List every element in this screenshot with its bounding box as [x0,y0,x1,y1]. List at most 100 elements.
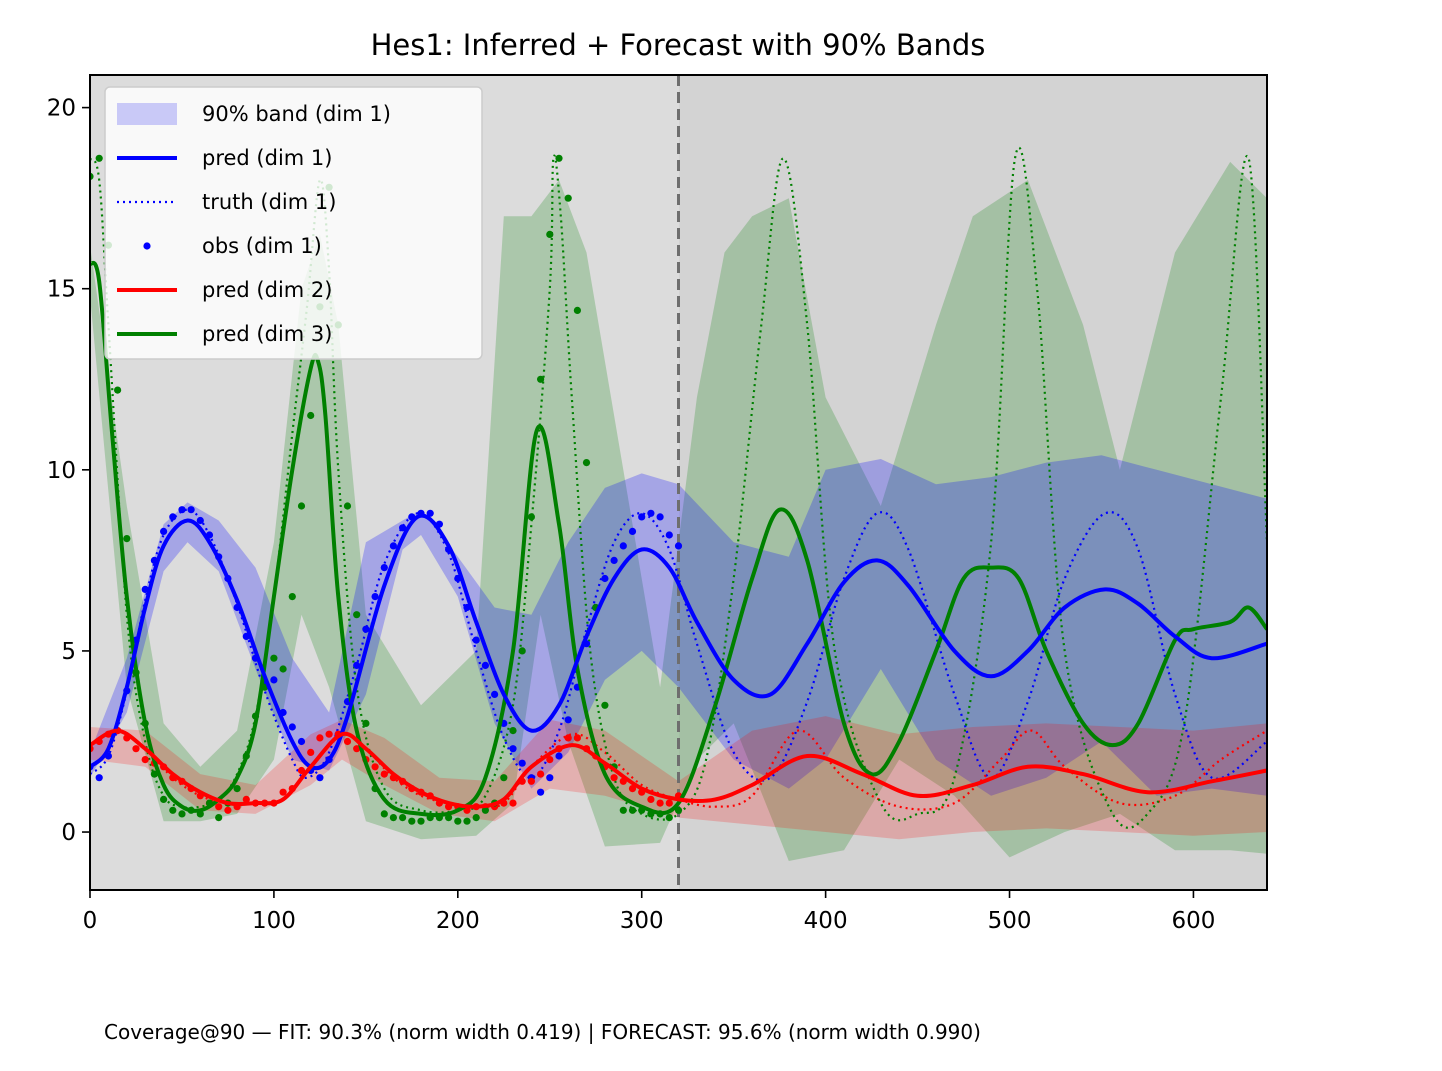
dim3-obs-point [582,459,591,467]
dim3-obs-point [674,806,683,814]
dim3-obs-point [628,806,637,814]
plot-frame [89,74,1268,891]
dim2-obs-point [325,730,333,738]
dim2-obs-point [141,756,149,764]
dim3-obs-point [555,154,563,162]
dim2-obs-point [215,803,223,811]
dim1-obs-point [316,774,324,782]
dim3-obs-point [215,814,223,822]
y-tick-label: 15 [47,277,76,303]
dim2-obs-point [509,799,517,807]
dim3-obs-point [463,817,471,825]
dim2-obs-point [610,774,618,782]
chart-title: Hes1: Inferred + Forecast with 90% Bands [371,28,986,62]
legend-label: pred (dim 1) [202,146,332,170]
dim2-obs-point [242,795,250,804]
dim3-obs-point [169,806,177,814]
dim3-obs-point [233,785,241,793]
legend-label: pred (dim 2) [202,278,332,302]
dim1-obs-point [647,509,655,517]
legend-label: pred (dim 3) [202,322,332,346]
y-axis: 0 5 10 15 20 [47,96,90,846]
x-tick-label: 200 [436,908,480,934]
dim1-obs-point [674,542,683,550]
dim3-obs-point [307,411,315,420]
x-axis: 0 100 200 300 400 500 600 [83,890,1215,934]
legend-label: obs (dim 1) [202,234,322,258]
x-tick-label: 300 [620,908,664,934]
dim3-obs-point [288,593,296,601]
dim3-obs-point [665,814,673,822]
dim3-obs-point [537,375,545,383]
dim2-obs-point [316,734,324,742]
dim1-pred-line [90,513,1267,771]
dim3-obs-point [518,647,526,655]
dim3-obs-point [297,502,306,510]
dim3-obs-point [601,701,609,709]
dim2-obs-point [279,788,287,796]
y-tick-label: 20 [47,96,76,122]
dim2-obs-point [343,737,352,746]
dim3-obs-point [527,513,536,521]
x-tick-label: 400 [804,908,848,934]
x-tick-label: 100 [252,908,296,934]
dim3-obs-point [408,817,416,825]
dim3-obs-point [270,654,278,662]
dim3-obs-point [546,230,554,238]
dim1-obs-point [270,676,278,684]
dim2-obs-point [353,745,361,753]
dim2-band [90,716,1267,840]
dim1-obs-point [141,585,149,594]
legend-label: truth (dim 1) [202,190,336,214]
dim3-obs-point [353,611,361,619]
dim1-obs-point [353,661,361,670]
dim3-obs-point [123,535,131,543]
dim1-obs-point [196,516,204,525]
x-tick-label: 0 [83,908,98,934]
dim3-obs-point [178,810,186,818]
dim1-obs-point [399,524,407,532]
dim1-obs-point [601,574,609,583]
dim1-obs-point [472,636,480,644]
dim3-band [90,161,1267,861]
dim1-obs-point [610,556,618,565]
dim2-obs-point [564,734,572,742]
dim3-truth-line [90,146,1267,829]
dim1-obs-point [656,513,664,521]
dim1-obs-point [628,527,637,536]
dim3-obs-point [472,814,480,822]
dim3-obs-point [380,810,388,818]
dim1-obs-point [380,564,388,572]
x-tick-label: 600 [1171,908,1215,934]
legend-swatch-band [117,103,177,125]
coverage-footer: Coverage@90 — FIT: 90.3% (norm width 0.4… [104,1020,981,1044]
dim3-obs-point [150,770,158,778]
dim2-obs-point [297,766,306,775]
dim1-obs-point [169,513,177,521]
dim3-obs-point [362,719,370,728]
dim3-obs-point [573,306,582,314]
dim1-obs-point [509,745,517,753]
dim2-obs-point [665,799,673,807]
dim1-obs-point [491,690,499,699]
dim1-obs-point [537,788,545,796]
dim1-obs-point [362,625,370,633]
dim1-obs-point [178,506,186,514]
dim2-obs-point [224,806,232,814]
legend-swatch-marker [143,242,151,250]
dim2-truth-line [90,729,1267,811]
dim1-obs-point [288,723,296,731]
y-tick-label: 0 [61,820,76,846]
dim3-obs-point [279,665,287,673]
x-tick-label: 500 [988,908,1032,934]
dim2-obs-point [656,799,664,807]
dim3-obs-point [500,774,508,782]
plot-area [90,75,1267,890]
dim1-obs-point [187,506,195,514]
dim1-obs-point [518,759,526,767]
dim3-obs-point [564,194,572,202]
dim1-truth-line [90,508,1267,782]
dim1-obs-point [638,513,646,521]
dim1-obs-point [426,509,434,517]
dim2-obs-point [537,770,545,778]
